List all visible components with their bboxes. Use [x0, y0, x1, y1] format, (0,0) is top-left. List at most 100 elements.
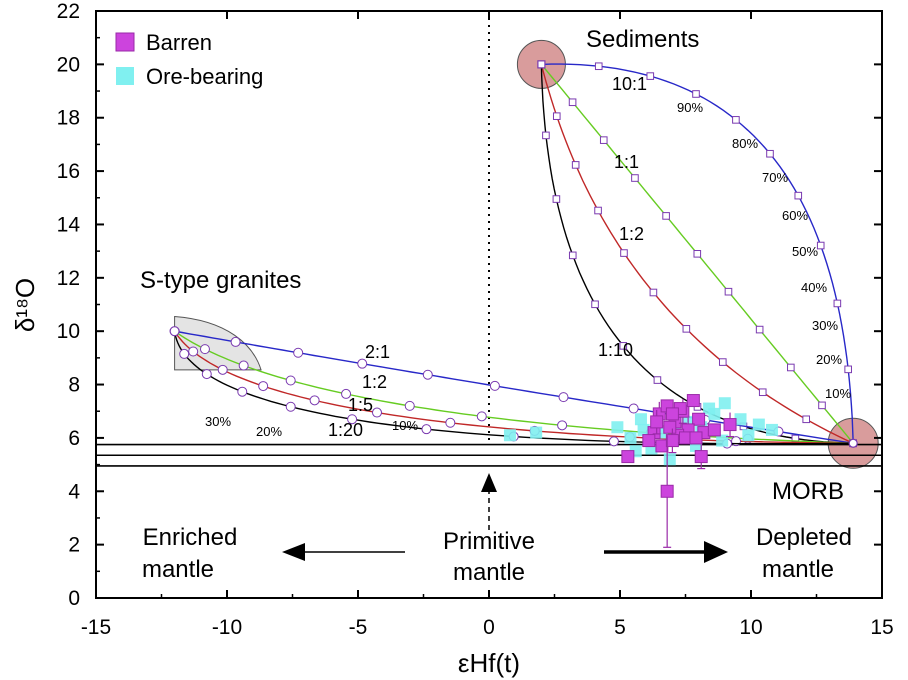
y-tick-label: 2 — [68, 534, 80, 557]
y-axis-title: δ¹⁸O — [10, 278, 40, 332]
mixing-tick-circle — [199, 344, 210, 355]
mixing-tick-square — [732, 116, 740, 124]
barren-point — [707, 423, 721, 437]
mixing-tick-circle — [608, 436, 619, 447]
mixing-tick-square — [818, 401, 826, 410]
mixing-tick-circle — [347, 414, 358, 425]
granite-ratio-label: 1:20 — [328, 420, 363, 440]
sediment-percent-label: 10% — [825, 386, 851, 401]
granite-ratio-label: 2:1 — [365, 342, 390, 362]
sediment-ratio-label: 1:1 — [614, 152, 639, 172]
s-type-granites-label: S-type granites — [140, 267, 301, 294]
x-tick-label: 0 — [483, 616, 495, 639]
legend-label: Barren — [146, 30, 212, 55]
mixing-tick-circle — [357, 358, 368, 369]
mixing-tick-square — [662, 212, 670, 220]
barren-point — [723, 418, 737, 432]
barren-point — [621, 450, 635, 464]
ore-bearing-point — [611, 421, 624, 434]
mixing-tick-square — [594, 206, 602, 215]
mixing-tick-circle — [445, 417, 456, 428]
mixing-tick-square — [724, 287, 733, 296]
y-tick-label: 4 — [68, 480, 80, 503]
mixing-tick-square — [791, 434, 800, 443]
ore-bearing-point — [742, 429, 755, 442]
enriched-mantle-label-line1: Enriched — [143, 524, 238, 551]
mixing-tick-square — [844, 365, 852, 374]
mixing-tick-square — [693, 250, 702, 258]
enriched-mantle-label-line2: mantle — [142, 556, 214, 583]
mixing-tick-square — [552, 112, 561, 120]
mixing-tick-square — [692, 90, 700, 98]
mixing-tick-circle — [489, 380, 500, 391]
y-tick-label: 22 — [57, 0, 80, 23]
mixing-tick-square — [755, 325, 764, 334]
mixing-tick-square — [802, 415, 811, 424]
granite-percent-label: 20% — [256, 424, 282, 439]
y-tick-label: 18 — [57, 107, 80, 130]
legend: Barren Ore-bearing — [115, 30, 263, 89]
ore-bearing-point — [752, 418, 765, 431]
x-axis-title: εHf(t) — [458, 648, 520, 678]
mixing-tick-circle — [309, 395, 320, 406]
mixing-tick-square — [631, 174, 639, 182]
mixing-tick-square — [568, 251, 577, 260]
mixing-tick-circle — [557, 420, 568, 431]
mixing-tick-square — [758, 388, 767, 397]
mixing-tick-circle — [238, 360, 249, 371]
mixing-tick-circle — [476, 411, 487, 422]
mixing-tick-circle — [404, 400, 415, 411]
ore-bearing-point — [624, 431, 637, 444]
mixing-tick-square — [591, 300, 599, 309]
mixing-tick-square — [542, 131, 550, 140]
sediment-ratio-label: 10:1 — [612, 74, 647, 94]
depleted-mantle-label-line1: Depleted — [756, 524, 852, 551]
x-tick-label: -5 — [349, 616, 368, 639]
sediment-percent-label: 20% — [816, 352, 842, 367]
mixing-tick-square — [766, 149, 774, 158]
mixing-tick-square — [619, 342, 628, 350]
sediment-percent-label: 60% — [782, 208, 808, 223]
mixing-tick-circle — [237, 386, 248, 397]
mixing-tick-circle — [558, 392, 569, 403]
ore-bearing-point — [503, 429, 516, 442]
y-tick-label: 8 — [68, 374, 80, 397]
mixing-tick-circle — [230, 336, 241, 347]
barren-point — [660, 484, 674, 498]
mixing-tick-circle — [179, 348, 190, 359]
ore-bearing-point — [530, 426, 543, 439]
depleted-arrow-head — [704, 541, 728, 563]
mixing-tick-circle — [188, 346, 199, 357]
mixing-tick-circle — [371, 407, 382, 418]
y-tick-label: 0 — [68, 587, 80, 610]
sediment-percent-label: 90% — [677, 100, 703, 115]
y-tick-label: 20 — [57, 53, 80, 76]
y-tick-label: 12 — [57, 267, 80, 290]
enriched-arrow-head — [282, 543, 305, 561]
legend-label: Ore-bearing — [146, 64, 263, 89]
sediment-percent-label: 70% — [762, 170, 788, 185]
y-tick-label: 14 — [57, 213, 81, 236]
depleted-mantle-label-line2: mantle — [762, 556, 834, 583]
barren-point — [665, 434, 679, 448]
mixing-tick-square — [794, 191, 803, 200]
barren-point — [665, 407, 679, 421]
x-tick-label: -15 — [81, 616, 111, 639]
ore-bearing-point — [663, 453, 676, 466]
mixing-tick-square — [816, 241, 825, 250]
mixing-tick-circle — [422, 369, 433, 380]
s-type-granites-field — [174, 315, 262, 371]
sediment-ratio-label: 1:10 — [598, 340, 633, 360]
mixing-tick-square — [787, 363, 795, 372]
mixing-tick-circle — [341, 388, 352, 399]
x-tick-label: -10 — [212, 616, 242, 639]
mixing-tick-square — [646, 72, 655, 80]
sediment-percent-label: 40% — [801, 280, 827, 295]
mixing-tick-square — [649, 288, 658, 297]
mixing-tick-square — [571, 161, 580, 169]
primitive-mantle-label-line2: mantle — [453, 559, 525, 586]
ore-bearing-point — [716, 434, 729, 447]
mixing-tick-square — [599, 136, 608, 144]
sediment-percent-label: 30% — [812, 318, 838, 333]
